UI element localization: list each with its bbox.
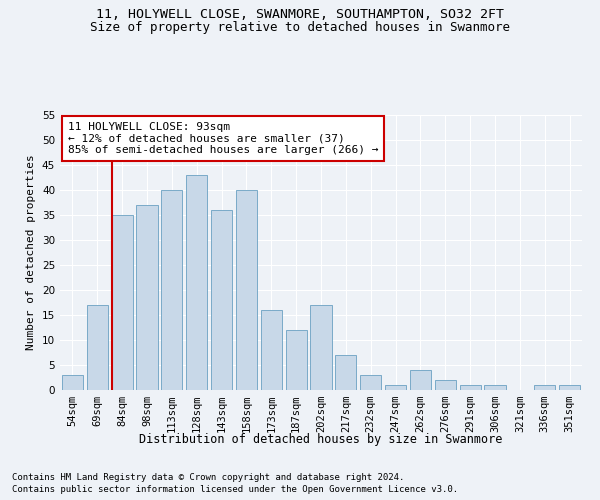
Bar: [310, 305, 332, 390]
Bar: [385, 385, 406, 390]
Bar: [136, 205, 158, 390]
Bar: [335, 355, 356, 390]
Bar: [261, 310, 282, 390]
Bar: [161, 190, 182, 390]
Bar: [410, 370, 431, 390]
Bar: [484, 385, 506, 390]
Text: Contains public sector information licensed under the Open Government Licence v3: Contains public sector information licen…: [12, 485, 458, 494]
Bar: [112, 215, 133, 390]
Y-axis label: Number of detached properties: Number of detached properties: [26, 154, 37, 350]
Bar: [186, 175, 207, 390]
Bar: [87, 305, 108, 390]
Bar: [534, 385, 555, 390]
Bar: [236, 190, 257, 390]
Text: Contains HM Land Registry data © Crown copyright and database right 2024.: Contains HM Land Registry data © Crown c…: [12, 472, 404, 482]
Bar: [360, 375, 381, 390]
Bar: [435, 380, 456, 390]
Bar: [62, 375, 83, 390]
Text: 11 HOLYWELL CLOSE: 93sqm
← 12% of detached houses are smaller (37)
85% of semi-d: 11 HOLYWELL CLOSE: 93sqm ← 12% of detach…: [68, 122, 379, 155]
Bar: [286, 330, 307, 390]
Text: 11, HOLYWELL CLOSE, SWANMORE, SOUTHAMPTON, SO32 2FT: 11, HOLYWELL CLOSE, SWANMORE, SOUTHAMPTO…: [96, 8, 504, 20]
Bar: [460, 385, 481, 390]
Text: Distribution of detached houses by size in Swanmore: Distribution of detached houses by size …: [139, 432, 503, 446]
Bar: [211, 210, 232, 390]
Text: Size of property relative to detached houses in Swanmore: Size of property relative to detached ho…: [90, 21, 510, 34]
Bar: [559, 385, 580, 390]
